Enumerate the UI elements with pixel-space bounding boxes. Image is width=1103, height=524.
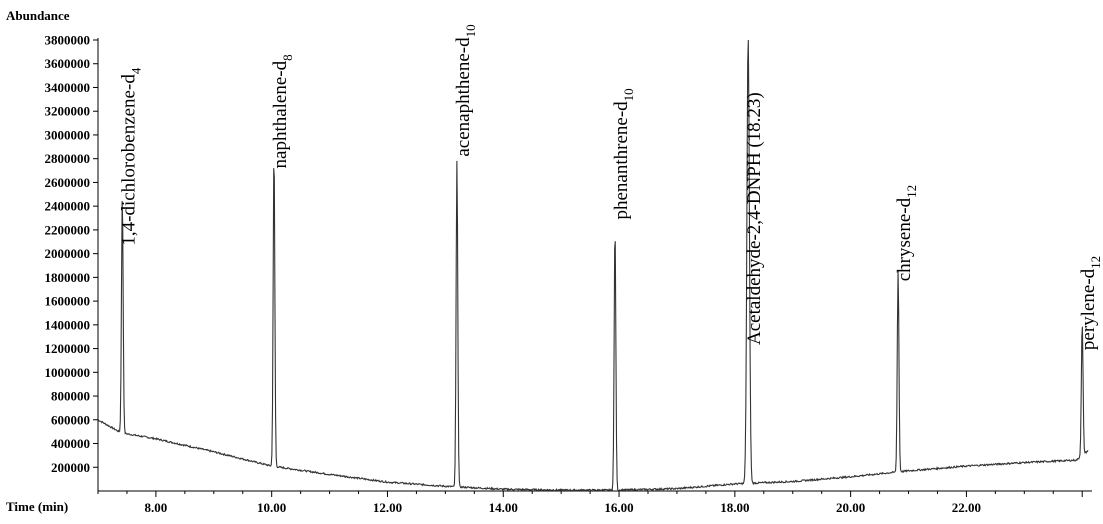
x-tick-label: 20.00: [836, 500, 865, 515]
x-tick-label: 14.00: [489, 500, 518, 515]
x-ticks: 8.00 10.00 12.00 14.00 16.00 18.00 20.00 22.00: [97, 491, 1083, 515]
peak-label-text: perylene-d: [1078, 268, 1099, 350]
peak-label-subscript: 12: [904, 185, 919, 198]
peak-label-5: chrysene-d12: [894, 185, 919, 281]
y-tick-label: 3800000: [45, 33, 91, 48]
y-tick-label: 3400000: [45, 80, 91, 95]
peak-label-subscript: 10: [463, 24, 478, 37]
y-tick-label: 600000: [51, 412, 90, 427]
peak-label-subscript: 10: [621, 88, 636, 101]
peak-label-2: acenaphthene-d10: [453, 24, 478, 156]
x-tick-label: 16.00: [604, 500, 633, 515]
y-tick-label: 400000: [51, 436, 90, 451]
axes: [97, 38, 1092, 492]
y-tick-label: 2000000: [45, 246, 91, 261]
peak-label-subscript: 8: [280, 54, 295, 61]
x-tick-label: 8.00: [145, 500, 168, 515]
y-tick-label: 2400000: [45, 199, 91, 214]
x-tick-label: 10.00: [257, 500, 286, 515]
peak-label-text: acenaphthene-d: [453, 37, 474, 157]
y-tick-label: 2800000: [45, 151, 91, 166]
peak-label-text: chrysene-d: [894, 197, 915, 281]
x-tick-label: 12.00: [373, 500, 402, 515]
y-tick-label: 1600000: [45, 294, 91, 309]
peak-label-0: 1,4-dichlorobenzene-d4: [118, 67, 143, 245]
x-tick-label: 22.00: [952, 500, 981, 515]
y-tick-label: 2200000: [45, 222, 91, 237]
peak-label-1: naphthalene-d8: [270, 54, 295, 168]
peak-label-6: perylene-d12: [1078, 256, 1103, 350]
y-tick-label: 1000000: [45, 365, 91, 380]
x-tick-label: 18.00: [720, 500, 749, 515]
peak-labels: 1,4-dichlorobenzene-d4 naphthalene-d8 acen…: [118, 24, 1103, 350]
peak-label-text: phenanthrene-d: [611, 101, 632, 220]
y-tick-label: 800000: [51, 389, 90, 404]
peak-label-text: Acetaldehyde-2,4-DNPH (18.23): [744, 92, 765, 345]
y-tick-label: 1200000: [45, 341, 91, 356]
y-tick-label: 3000000: [45, 127, 91, 142]
peak-label-3: phenanthrene-d10: [611, 88, 636, 219]
y-tick-label: 200000: [51, 460, 90, 475]
y-tick-label: 1400000: [45, 317, 91, 332]
y-tick-label: 1800000: [45, 270, 91, 285]
trace: [97, 39, 1089, 493]
y-ticks: 200000 400000 600000 800000 1000000 1200000 14…: [45, 33, 98, 475]
peak-label-4: Acetaldehyde-2,4-DNPH (18.23): [744, 92, 765, 345]
y-axis-title: Abundance: [6, 8, 70, 23]
y-tick-label: 3200000: [45, 104, 91, 119]
peak-label-subscript: 4: [128, 67, 143, 74]
x-axis-title: Time (min): [6, 499, 68, 514]
y-tick-label: 2600000: [45, 175, 91, 190]
peak-label-text: 1,4-dichlorobenzene-d: [118, 74, 139, 246]
peak-label-text: naphthalene-d: [270, 60, 291, 168]
chromatogram-trace: [97, 39, 1089, 493]
y-tick-label: 3600000: [45, 56, 91, 71]
peak-label-subscript: 12: [1088, 256, 1103, 269]
